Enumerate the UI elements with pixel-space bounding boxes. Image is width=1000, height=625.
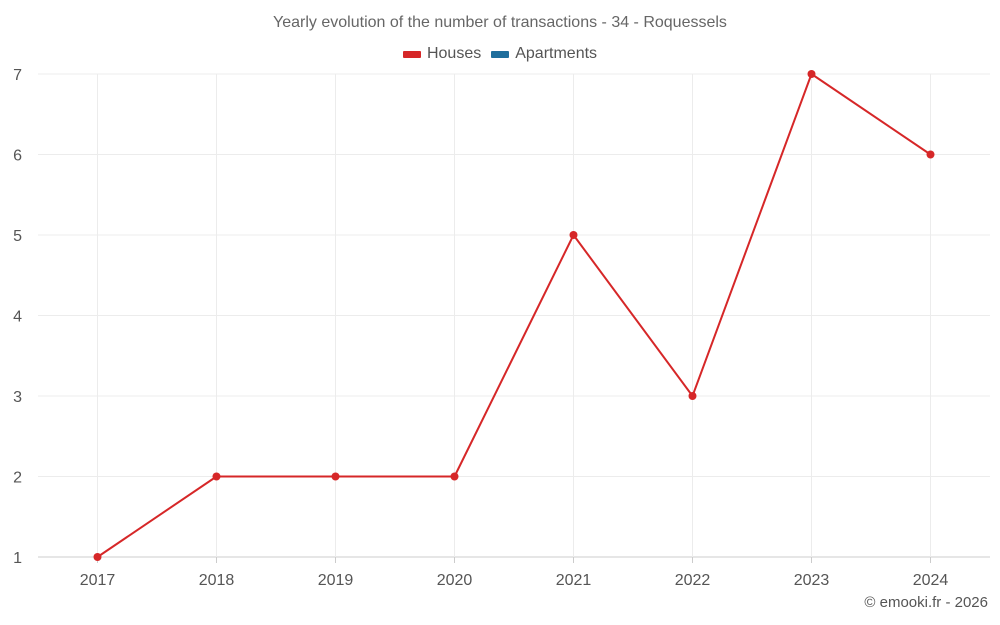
y-tick-label: 2: [13, 470, 22, 487]
y-tick-label: 7: [13, 67, 22, 84]
y-tick-label: 1: [13, 550, 22, 567]
y-tick-label: 6: [13, 148, 22, 165]
x-tick-label: 2018: [199, 572, 235, 589]
y-tick-label: 4: [13, 309, 22, 326]
chart-title: Yearly evolution of the number of transa…: [273, 14, 727, 31]
footer-credit: © emooki.fr - 2026: [864, 594, 988, 611]
data-point: [807, 70, 816, 78]
y-tick-label: 5: [13, 228, 22, 245]
x-tick-label: 2023: [794, 572, 830, 589]
x-tick-label: 2019: [318, 572, 354, 589]
legend-swatch-houses: [402, 50, 421, 58]
series-line-houses: [96, 73, 932, 558]
legend-label-apartments: Apartments: [515, 45, 598, 62]
legend-item-houses[interactable]: Houses: [402, 45, 482, 63]
data-point: [926, 150, 935, 159]
x-tick-label: 2021: [556, 572, 592, 589]
data-point: [93, 553, 102, 561]
y-tick-label: 3: [13, 389, 22, 406]
legend-swatch-apartments: [491, 50, 510, 58]
data-point: [212, 472, 221, 481]
x-tick-label: 2024: [913, 572, 949, 589]
x-tick-label: 2020: [437, 572, 473, 589]
x-tick-label: 2017: [80, 572, 116, 589]
data-point: [688, 392, 697, 400]
legend: Houses Apartments: [0, 45, 1000, 63]
data-point: [569, 231, 578, 239]
data-point: [450, 472, 459, 481]
x-tick-label: 2022: [675, 572, 711, 589]
legend-item-apartments[interactable]: Apartments: [491, 45, 597, 63]
data-point: [331, 472, 340, 481]
legend-label-houses: Houses: [426, 45, 482, 62]
